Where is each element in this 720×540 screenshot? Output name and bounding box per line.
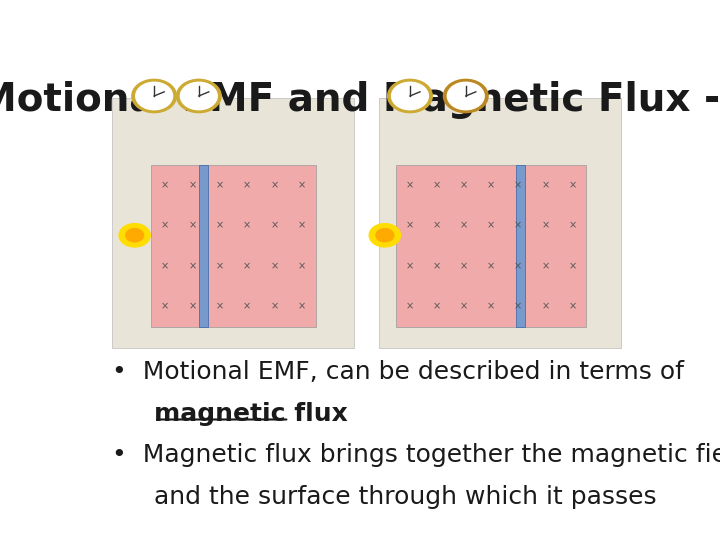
- Text: ×: ×: [460, 220, 468, 231]
- Text: ×: ×: [216, 220, 224, 231]
- Circle shape: [126, 228, 143, 242]
- Circle shape: [387, 79, 432, 113]
- Text: ×: ×: [161, 220, 169, 231]
- Text: •  Motional EMF, can be described in terms of: • Motional EMF, can be described in term…: [112, 360, 684, 384]
- Text: ×: ×: [161, 180, 169, 190]
- Text: ×: ×: [189, 220, 197, 231]
- Text: ×: ×: [514, 180, 522, 190]
- Text: ×: ×: [271, 180, 279, 190]
- Text: ×: ×: [243, 180, 251, 190]
- Circle shape: [447, 82, 484, 110]
- Text: ×: ×: [216, 301, 224, 312]
- FancyBboxPatch shape: [516, 165, 525, 327]
- Text: ×: ×: [189, 261, 197, 271]
- Text: ×: ×: [487, 261, 495, 271]
- Text: ×: ×: [405, 180, 413, 190]
- Text: ×: ×: [298, 261, 306, 271]
- Text: ×: ×: [189, 301, 197, 312]
- Text: ×: ×: [271, 220, 279, 231]
- Circle shape: [376, 228, 394, 242]
- Text: ×: ×: [514, 220, 522, 231]
- Text: ×: ×: [161, 261, 169, 271]
- Text: ×: ×: [433, 220, 441, 231]
- Text: ×: ×: [568, 301, 577, 312]
- Circle shape: [181, 82, 217, 110]
- Circle shape: [132, 79, 176, 113]
- Text: magnetic flux: magnetic flux: [154, 402, 348, 426]
- Text: ×: ×: [568, 261, 577, 271]
- Text: ×: ×: [541, 261, 549, 271]
- Text: •  Magnetic flux brings together the magnetic field: • Magnetic flux brings together the magn…: [112, 443, 720, 467]
- Text: ×: ×: [568, 180, 577, 190]
- Text: ×: ×: [487, 220, 495, 231]
- Text: ×: ×: [405, 301, 413, 312]
- Text: ×: ×: [216, 261, 224, 271]
- Circle shape: [176, 79, 221, 113]
- Text: ×: ×: [433, 301, 441, 312]
- Text: ×: ×: [405, 261, 413, 271]
- FancyBboxPatch shape: [151, 165, 315, 327]
- Text: ×: ×: [298, 220, 306, 231]
- Text: ×: ×: [216, 180, 224, 190]
- Text: ×: ×: [460, 180, 468, 190]
- Text: ×: ×: [433, 180, 441, 190]
- Text: ×: ×: [433, 261, 441, 271]
- Text: ×: ×: [568, 220, 577, 231]
- Text: ×: ×: [243, 261, 251, 271]
- Text: and the surface through which it passes: and the surface through which it passes: [154, 485, 657, 509]
- Text: ×: ×: [243, 220, 251, 231]
- Text: ×: ×: [514, 261, 522, 271]
- Text: ×: ×: [487, 180, 495, 190]
- Text: ×: ×: [541, 220, 549, 231]
- Circle shape: [119, 224, 150, 247]
- FancyBboxPatch shape: [112, 98, 354, 348]
- Text: ×: ×: [189, 180, 197, 190]
- Circle shape: [444, 79, 488, 113]
- Text: ×: ×: [541, 180, 549, 190]
- Text: ×: ×: [298, 180, 306, 190]
- Text: ×: ×: [460, 261, 468, 271]
- Text: ×: ×: [487, 301, 495, 312]
- Circle shape: [392, 82, 428, 110]
- Circle shape: [369, 224, 400, 247]
- Text: ×: ×: [460, 301, 468, 312]
- Text: ×: ×: [298, 301, 306, 312]
- FancyBboxPatch shape: [379, 98, 621, 348]
- Circle shape: [136, 82, 173, 110]
- Text: ×: ×: [514, 301, 522, 312]
- Text: ×: ×: [271, 301, 279, 312]
- Text: ×: ×: [243, 301, 251, 312]
- Text: ×: ×: [271, 261, 279, 271]
- Text: ×: ×: [405, 220, 413, 231]
- Text: ×: ×: [541, 301, 549, 312]
- FancyBboxPatch shape: [199, 165, 208, 327]
- Text: Motional EMF and Magnetic Flux - 1: Motional EMF and Magnetic Flux - 1: [0, 82, 720, 119]
- Text: ×: ×: [161, 301, 169, 312]
- FancyBboxPatch shape: [396, 165, 586, 327]
